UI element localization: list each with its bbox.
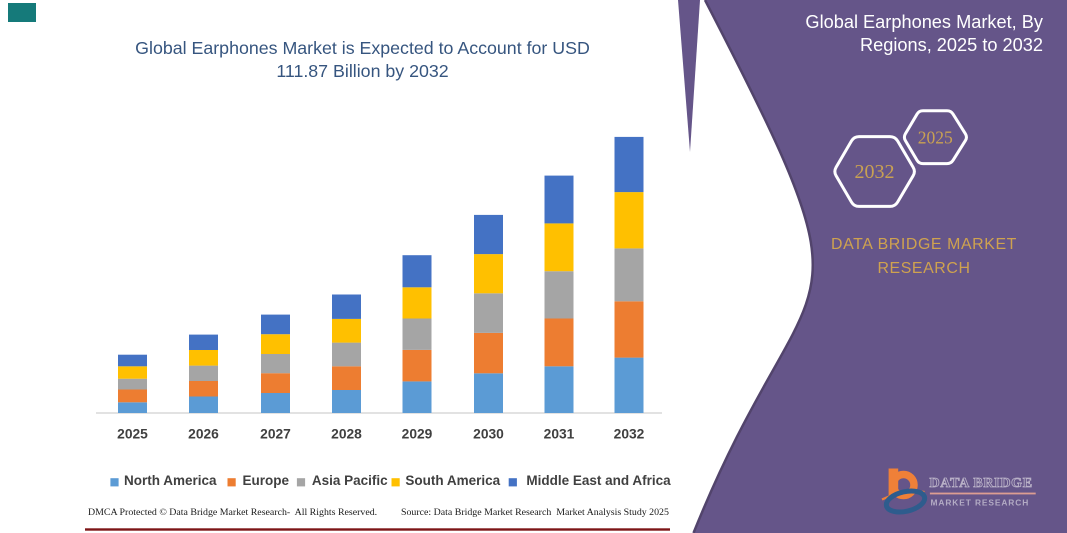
svg-text:North America: North America — [124, 473, 217, 488]
svg-text:2032: 2032 — [855, 161, 895, 183]
svg-text:2029: 2029 — [402, 427, 433, 442]
svg-text:MARKET RESEARCH: MARKET RESEARCH — [931, 497, 1030, 507]
svg-text:2026: 2026 — [188, 427, 219, 442]
svg-text:Middle East and Africa: Middle East and Africa — [526, 473, 671, 488]
svg-text:Asia Pacific: Asia Pacific — [312, 473, 388, 488]
svg-text:2025: 2025 — [918, 128, 953, 148]
svg-text:DATA BRIDGE: DATA BRIDGE — [930, 476, 1033, 491]
svg-text:2025: 2025 — [117, 427, 148, 442]
svg-text:Europe: Europe — [243, 473, 290, 488]
svg-text:2027: 2027 — [260, 427, 291, 442]
svg-text:South America: South America — [405, 473, 500, 488]
svg-text:2028: 2028 — [331, 427, 362, 442]
svg-text:2032: 2032 — [614, 427, 645, 442]
svg-text:2030: 2030 — [473, 427, 504, 442]
svg-text:2031: 2031 — [544, 427, 575, 442]
